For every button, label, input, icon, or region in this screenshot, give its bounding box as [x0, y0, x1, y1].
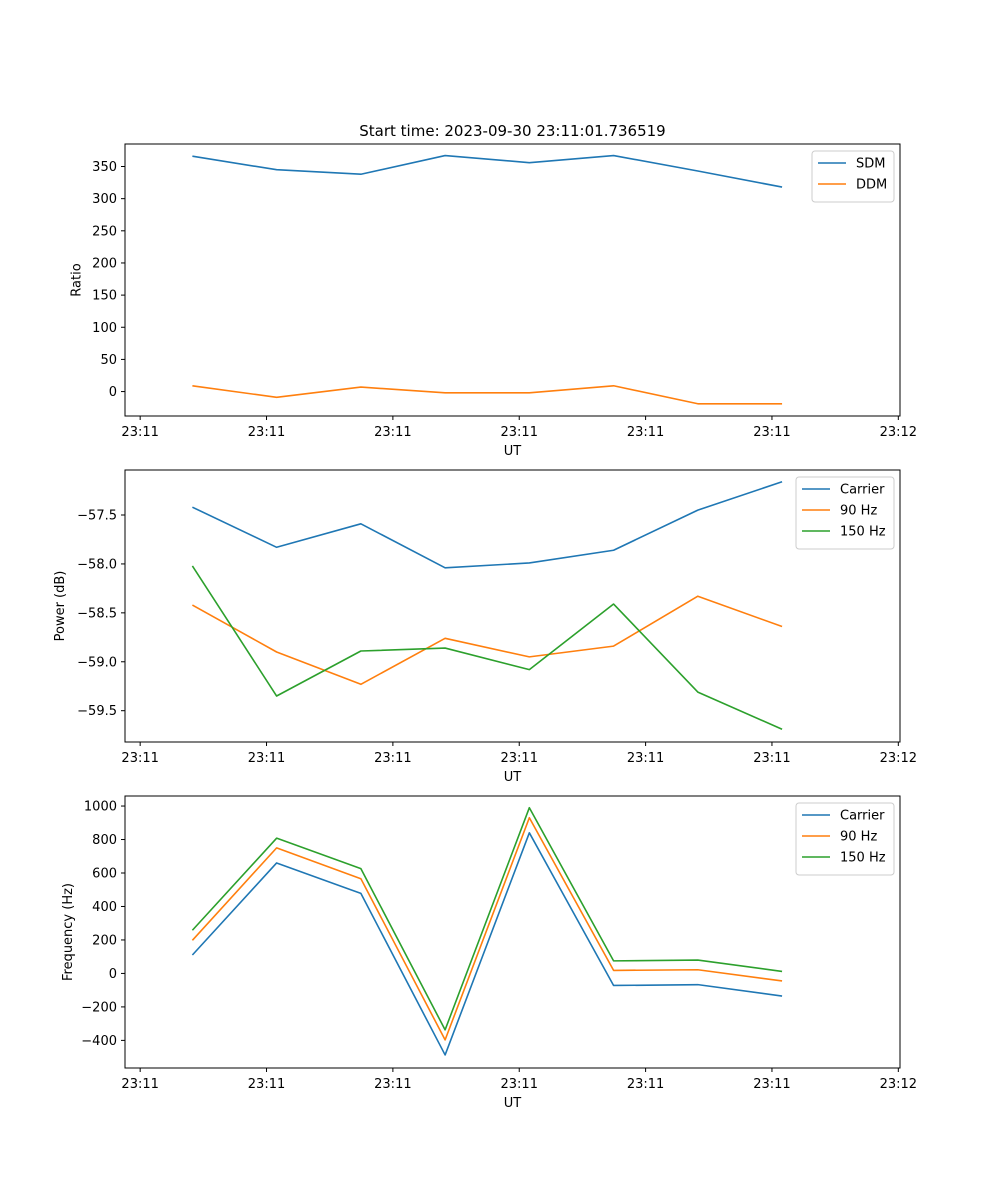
- series-line-ddm: [192, 384, 783, 405]
- y-tick-label: −59.5: [77, 704, 117, 719]
- y-tick-label: 800: [92, 833, 117, 848]
- x-tick-label: 23:11: [627, 425, 664, 440]
- y-tick-label: 0: [109, 385, 117, 400]
- axes-frame: [124, 143, 901, 417]
- x-tick-label: 23:11: [374, 1077, 411, 1092]
- y-tick-label: −200: [81, 1000, 117, 1015]
- x-tick-label: 23:11: [121, 1077, 158, 1092]
- figure-title: Start time: 2023-09-30 23:11:01.736519: [359, 122, 665, 140]
- x-tick-label: 23:11: [753, 1077, 790, 1092]
- y-tick-label: 300: [92, 192, 117, 207]
- x-tick-label: 23:12: [880, 425, 917, 440]
- y-tick-label: 50: [100, 353, 117, 368]
- series-line-90-hz: [191, 816, 783, 1041]
- x-axis-label: UT: [504, 444, 522, 459]
- y-tick-label: 400: [92, 900, 117, 915]
- y-tick-label: 150: [92, 289, 117, 304]
- x-tick-label: 23:11: [121, 425, 158, 440]
- x-axis-label: UT: [504, 1096, 522, 1111]
- series-line-150-hz: [191, 565, 783, 731]
- x-tick-label: 23:11: [501, 751, 538, 766]
- series-line-150-hz: [191, 806, 783, 1031]
- x-tick-label: 23:11: [627, 751, 664, 766]
- y-tick-label: 200: [92, 933, 117, 948]
- y-tick-label: 600: [92, 866, 117, 881]
- y-tick-label: −59.0: [77, 655, 117, 670]
- legend-label: DDM: [856, 178, 887, 193]
- legend-label: 90 Hz: [840, 504, 877, 519]
- legend-label: 90 Hz: [840, 830, 877, 845]
- frequency-panel: 23:11 23:11 23:11 23:11 23:11 23:11 23:12 −400 −…: [61, 795, 917, 1111]
- y-tick-label: −57.5: [77, 509, 117, 524]
- y-axis-label: Power (dB): [53, 571, 68, 642]
- y-tick-label: 100: [92, 321, 117, 336]
- y-tick-label: 0: [109, 967, 117, 982]
- x-tick-label: 23:11: [374, 751, 411, 766]
- x-tick-label: 23:11: [501, 425, 538, 440]
- legend-label: Carrier: [840, 483, 885, 498]
- series-line-sdm: [192, 154, 783, 188]
- x-tick-label: 23:11: [753, 425, 790, 440]
- x-tick-label: 23:11: [753, 751, 790, 766]
- x-tick-label: 23:11: [374, 425, 411, 440]
- y-tick-label: −58.5: [77, 606, 117, 621]
- x-tick-label: 23:11: [248, 751, 285, 766]
- series-line-carrier: [191, 832, 783, 1056]
- x-tick-label: 23:12: [880, 751, 917, 766]
- legend-label: SDM: [856, 157, 885, 172]
- x-tick-label: 23:12: [880, 1077, 917, 1092]
- y-tick-label: 350: [92, 160, 117, 175]
- x-tick-label: 23:11: [501, 1077, 538, 1092]
- ratio-panel: 23:11 23:11 23:11 23:11 23:11 23:11 23:12 0 50 10…: [69, 143, 917, 459]
- axes-frame: [124, 469, 901, 743]
- y-tick-label: 200: [92, 256, 117, 271]
- axes-frame: [124, 795, 901, 1069]
- legend-label: Carrier: [840, 809, 885, 824]
- y-tick-label: −58.0: [77, 557, 117, 572]
- y-tick-label: −400: [81, 1034, 117, 1049]
- series-line-carrier: [192, 480, 783, 569]
- x-tick-label: 23:11: [121, 751, 158, 766]
- x-axis-label: UT: [504, 770, 522, 785]
- legend-label: 150 Hz: [840, 851, 886, 866]
- y-axis-label: Frequency (Hz): [61, 883, 76, 981]
- series-line-90-hz: [192, 595, 783, 686]
- y-tick-label: 1000: [84, 800, 117, 815]
- x-tick-label: 23:11: [627, 1077, 664, 1092]
- power-panel: 23:11 23:11 23:11 23:11 23:11 23:11 23:12 −57.5…: [53, 469, 917, 785]
- x-tick-label: 23:11: [248, 1077, 285, 1092]
- legend-label: 150 Hz: [840, 525, 886, 540]
- y-axis-label: Ratio: [69, 263, 84, 296]
- x-tick-label: 23:11: [248, 425, 285, 440]
- y-tick-label: 250: [92, 224, 117, 239]
